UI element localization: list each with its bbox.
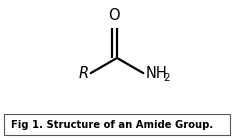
Text: O: O [109,8,120,23]
Text: NH: NH [146,66,168,81]
Text: Fig 1. Structure of an Amide Group.: Fig 1. Structure of an Amide Group. [11,120,213,130]
Text: R: R [78,66,88,81]
Text: 2: 2 [163,73,170,83]
FancyBboxPatch shape [4,114,230,135]
